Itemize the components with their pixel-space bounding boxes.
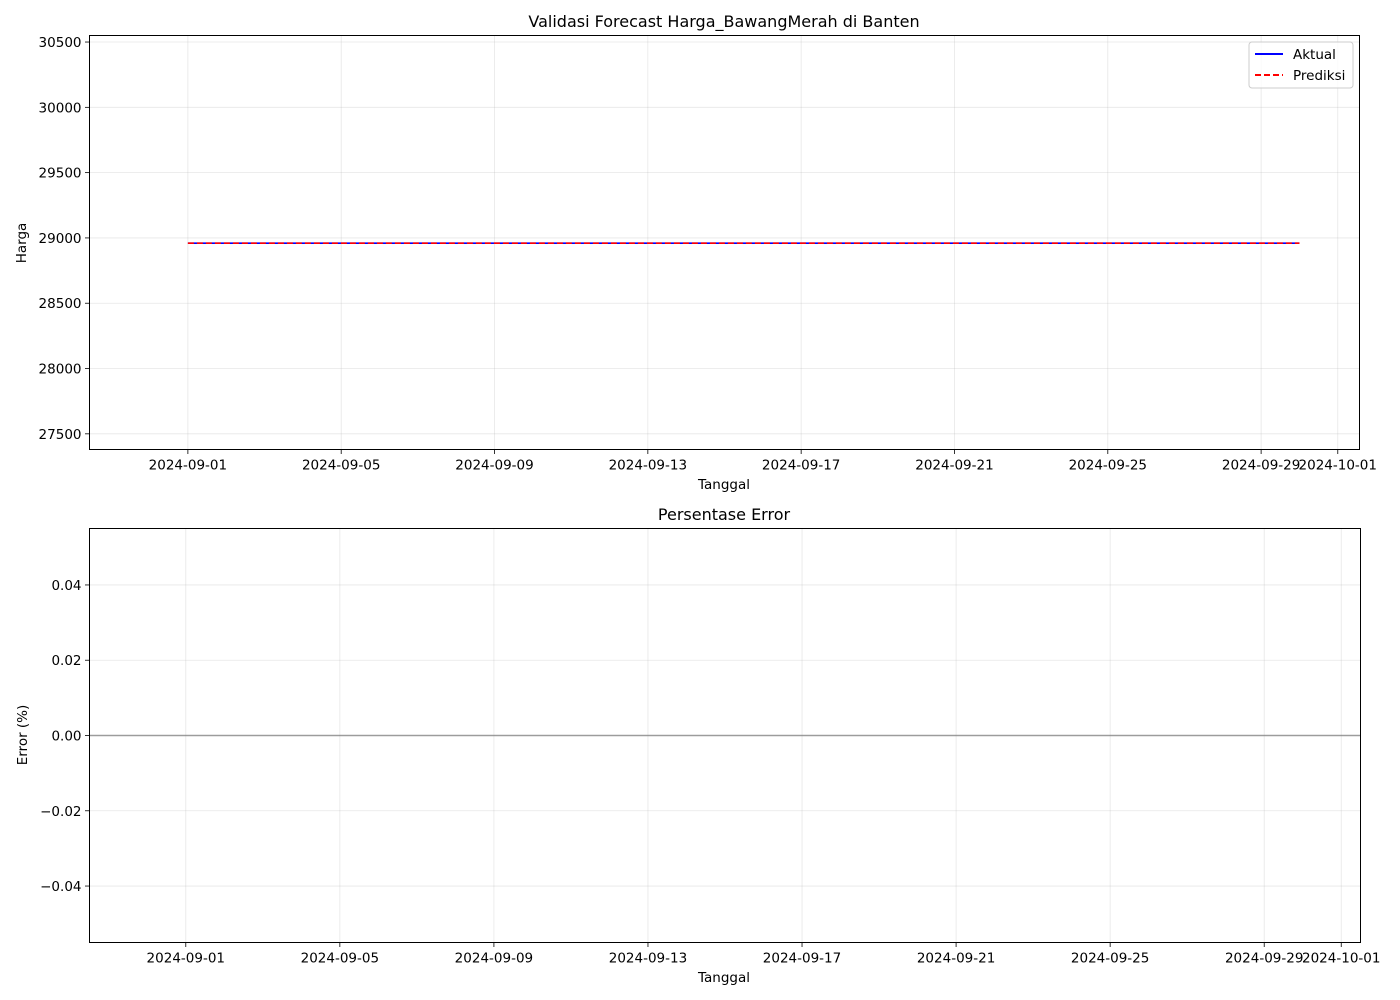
forecast-ticks: 2024-09-01 2024-09-05 2024-09-09 2024-09-13… <box>39 35 1377 473</box>
legend-prediksi-label: Prediksi <box>1293 68 1345 84</box>
x-tick-label: 2024-09-09 <box>455 951 533 967</box>
y-tick-label: 27500 <box>39 427 82 443</box>
x-tick-label: 2024-09-25 <box>1069 458 1147 474</box>
x-tick-label: 2024-09-01 <box>149 458 227 474</box>
y-tick-label: 0.00 <box>51 729 81 745</box>
error-ylabel: Error (%) <box>15 705 31 766</box>
y-tick-label: 28500 <box>39 296 82 312</box>
x-tick-label: 2024-09-17 <box>762 458 840 474</box>
x-tick-label: 2024-09-09 <box>455 458 533 474</box>
y-tick-label: 30500 <box>39 35 82 51</box>
y-tick-label: −0.04 <box>40 879 81 895</box>
x-tick-label: 2024-09-01 <box>147 951 225 967</box>
forecast-ylabel: Harga <box>14 223 30 264</box>
x-tick-label: 2024-10-01 <box>1299 458 1377 474</box>
forecast-chart: 2024-09-01 2024-09-05 2024-09-09 2024-09-13… <box>14 12 1377 493</box>
error-title: Persentase Error <box>658 505 791 524</box>
forecast-xlabel: Tanggal <box>697 477 750 493</box>
x-tick-label: 2024-09-13 <box>609 458 687 474</box>
x-tick-label: 2024-09-29 <box>1225 951 1303 967</box>
forecast-plot-frame <box>89 35 1360 450</box>
x-tick-label: 2024-09-13 <box>609 951 687 967</box>
forecast-grid <box>89 35 1360 450</box>
error-ticks: 2024-09-01 2024-09-05 2024-09-09 2024-09-13… <box>40 578 1380 967</box>
y-tick-label: 29000 <box>39 231 82 247</box>
y-tick-label: 0.02 <box>51 653 81 669</box>
x-tick-label: 2024-10-01 <box>1302 951 1380 967</box>
y-tick-label: 29500 <box>39 166 82 182</box>
y-tick-label: 28000 <box>39 362 82 378</box>
x-tick-label: 2024-09-21 <box>915 458 993 474</box>
y-tick-label: −0.02 <box>40 804 81 820</box>
error-chart: 2024-09-01 2024-09-05 2024-09-09 2024-09-13… <box>15 505 1380 986</box>
x-tick-label: 2024-09-05 <box>301 951 379 967</box>
y-tick-label: 30000 <box>39 100 82 116</box>
x-tick-label: 2024-09-17 <box>763 951 841 967</box>
error-xlabel: Tanggal <box>697 970 750 986</box>
forecast-title: Validasi Forecast Harga_BawangMerah di B… <box>528 12 919 32</box>
x-tick-label: 2024-09-05 <box>302 458 380 474</box>
x-tick-label: 2024-09-29 <box>1222 458 1300 474</box>
x-tick-label: 2024-09-21 <box>917 951 995 967</box>
y-tick-label: 0.04 <box>51 578 81 594</box>
x-tick-label: 2024-09-25 <box>1071 951 1149 967</box>
legend-aktual-label: Aktual <box>1293 47 1336 63</box>
forecast-legend: Aktual Prediksi <box>1248 41 1354 89</box>
